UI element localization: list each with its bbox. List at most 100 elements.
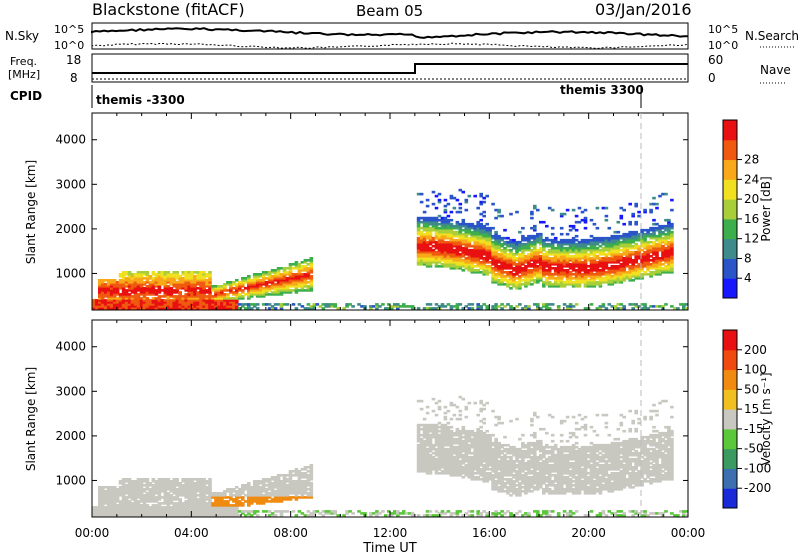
- power-cell: [536, 281, 540, 284]
- power-cell: [187, 305, 191, 308]
- power-cell: [616, 277, 621, 280]
- power-cell: [539, 255, 543, 258]
- power-cell: [556, 277, 561, 280]
- power-cell: [625, 238, 629, 242]
- velocity-cell: [440, 437, 445, 441]
- velocity-cell: [306, 474, 311, 477]
- power-cell: [524, 279, 528, 282]
- power-cell: [598, 307, 603, 310]
- power-cell: [276, 267, 281, 270]
- velocity-cell: [202, 484, 206, 487]
- power-cell: [434, 234, 439, 238]
- power-cell: [223, 305, 227, 308]
- power-cell: [151, 299, 156, 302]
- velocity-cell: [467, 462, 472, 465]
- power-cell: [151, 303, 156, 306]
- velocity-cell: [127, 490, 132, 493]
- velocity-cell: [109, 510, 114, 513]
- velocity-cell: [127, 508, 132, 511]
- power-cell: [643, 228, 647, 232]
- power-cell: [625, 261, 629, 264]
- velocity-cell: [440, 445, 445, 449]
- power-cell: [670, 208, 674, 212]
- power-cell: [497, 255, 501, 258]
- power-cell: [431, 257, 436, 260]
- power-cell: [416, 248, 421, 252]
- power-cell: [601, 279, 606, 282]
- velocity-cell: [396, 510, 400, 513]
- power-cell: [649, 275, 653, 278]
- power-cell: [619, 242, 624, 246]
- power-cell: [205, 281, 209, 284]
- power-cell: [646, 255, 650, 258]
- velocity-cell: [446, 453, 451, 457]
- power-cell: [530, 242, 534, 246]
- velocity-cell: [276, 498, 281, 501]
- power-cell: [241, 285, 245, 288]
- power-cell: [428, 242, 433, 246]
- power-cell: [610, 240, 615, 244]
- velocity-cell: [267, 480, 272, 483]
- power-cell: [130, 289, 135, 292]
- power-cell: [196, 303, 200, 306]
- velocity-cell: [109, 502, 114, 505]
- power-cell: [664, 224, 668, 228]
- power-cell: [232, 305, 236, 308]
- power-cell: [622, 250, 626, 254]
- velocity-cell: [106, 508, 111, 511]
- power-cell: [425, 257, 430, 260]
- velocity-cell: [208, 492, 212, 495]
- power-cell: [440, 240, 445, 244]
- velocity-cell: [127, 512, 132, 515]
- power-cell: [440, 246, 445, 250]
- power-cell: [241, 281, 245, 284]
- power-cell: [637, 277, 641, 280]
- power-cell: [646, 240, 650, 244]
- power-cell: [458, 210, 463, 214]
- velocity-cell: [217, 502, 221, 505]
- power-cell: [539, 273, 543, 276]
- power-cell: [422, 220, 427, 224]
- power-cell: [434, 216, 439, 220]
- nsky-label: N.Sky: [5, 29, 39, 43]
- power-cell: [175, 285, 179, 288]
- power-cell: [190, 273, 194, 276]
- power-cell: [464, 265, 469, 268]
- power-cell: [181, 271, 185, 274]
- velocity-cell: [306, 514, 311, 517]
- velocity-cell: [142, 496, 147, 499]
- velocity-cell: [449, 433, 454, 437]
- velocity-cell: [434, 423, 439, 427]
- power-cell: [166, 293, 171, 296]
- velocity-cell: [455, 466, 460, 469]
- power-cell: [440, 224, 445, 228]
- velocity-cell: [440, 431, 445, 435]
- velocity-cell: [470, 437, 475, 441]
- velocity-cell: [422, 457, 427, 461]
- velocity-cell: [249, 498, 254, 501]
- power-cell: [595, 271, 600, 274]
- velocity-cell: [461, 453, 466, 457]
- power-cell: [202, 277, 206, 280]
- velocity-cell: [285, 474, 290, 477]
- power-cell: [598, 305, 603, 308]
- velocity-cell: [458, 455, 463, 459]
- power-cell: [309, 269, 314, 272]
- power-cell: [613, 244, 618, 248]
- power-cell: [187, 283, 191, 286]
- power-cell: [494, 263, 498, 266]
- power-cell: [288, 265, 293, 268]
- power-cell: [604, 271, 609, 274]
- velocity-data-cells: [92, 395, 689, 517]
- power-cell: [482, 265, 486, 268]
- power-cell: [211, 299, 215, 302]
- power-cell: [530, 240, 534, 244]
- power-cell: [166, 307, 171, 310]
- power-cell: [422, 248, 427, 252]
- power-cell: [622, 267, 626, 270]
- power-cell: [255, 283, 260, 286]
- velocity-cell: [163, 482, 168, 485]
- velocity-cell: [425, 462, 430, 465]
- power-cell: [279, 305, 284, 308]
- power-cell: [244, 307, 248, 310]
